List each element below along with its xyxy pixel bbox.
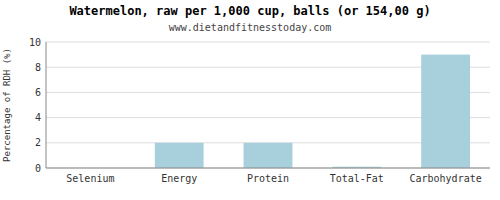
x-axis: Selenium Energy Protein Total-Fat Carbohydra… (66, 173, 481, 184)
y-axis-line (46, 42, 47, 168)
bar (155, 143, 204, 168)
grid-line (46, 168, 490, 169)
x-tick-label: Energy (161, 173, 197, 184)
y-tick-label: 8 (35, 62, 41, 73)
y-tick-label: 4 (35, 112, 41, 123)
title: Watermelon, raw per 1,000 cup, balls (or… (69, 4, 430, 18)
x-tick-label: Protein (247, 173, 289, 184)
x-tick-label: Total-Fat (330, 173, 384, 184)
chart-container: Watermelon, raw per 1,000 cup, balls (or… (0, 0, 500, 200)
y-axis-label: Percentage of RDH (%) (2, 48, 12, 162)
grid-line (46, 42, 490, 43)
y-axis: 0 2 4 6 8 10 (29, 37, 490, 174)
y-tick-label: 0 (35, 163, 41, 174)
bar (244, 143, 293, 168)
chart: Watermelon, raw per 1,000 cup, balls (or… (0, 0, 500, 200)
bars (155, 55, 470, 168)
bar (421, 55, 470, 168)
y-tick-label: 6 (35, 87, 41, 98)
y-tick-label: 2 (35, 137, 41, 148)
x-tick-label: Selenium (66, 173, 114, 184)
x-tick-label: Carbohydrate (409, 173, 481, 184)
x-axis-line (46, 168, 490, 169)
y-tick-label: 10 (29, 37, 41, 48)
subtitle: www.dietandfitnesstoday.com (169, 22, 332, 33)
